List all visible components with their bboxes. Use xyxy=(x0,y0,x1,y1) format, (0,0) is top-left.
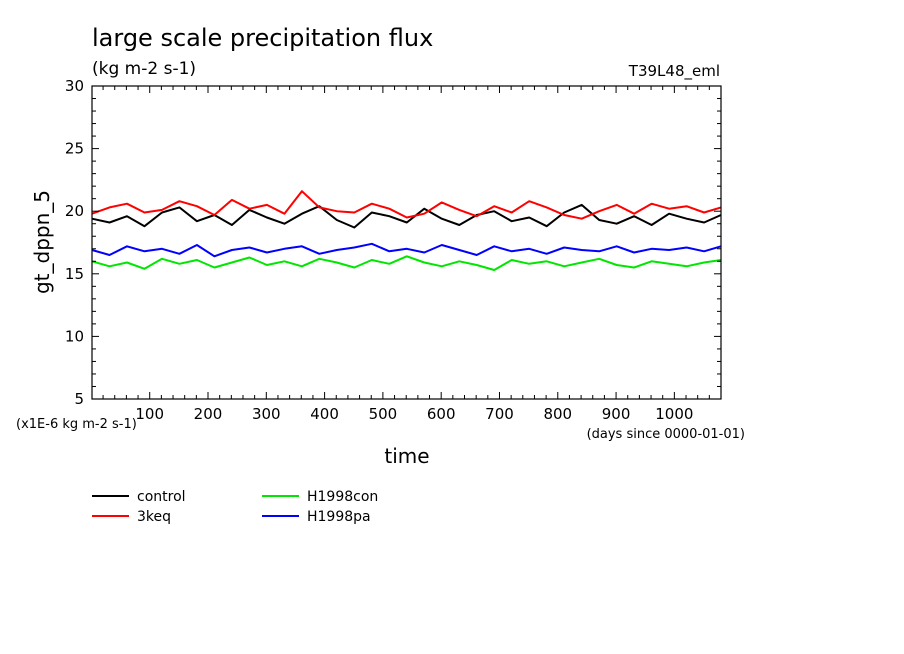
legend-label-control: control xyxy=(137,489,186,505)
run-label: T39L48_eml xyxy=(628,62,720,81)
y-units-label: (x1E-6 kg m-2 s-1) xyxy=(16,417,137,432)
x-tick-label: 100 xyxy=(135,405,164,423)
x-tick-label: 300 xyxy=(252,405,281,423)
x-tick-label: 400 xyxy=(310,405,339,423)
y-tick-label: 30 xyxy=(65,77,84,95)
series-line-H1998con xyxy=(91,255,722,271)
series-line-3keq xyxy=(91,190,722,220)
series-line-control xyxy=(91,203,722,229)
chart-subtitle: (kg m-2 s-1) xyxy=(92,59,196,79)
y-tick-label: 15 xyxy=(65,265,84,283)
x-tick-label: 700 xyxy=(485,405,514,423)
x-tick-label: 500 xyxy=(369,405,398,423)
y-tick-label: 5 xyxy=(74,390,84,408)
x-units-label: (days since 0000-01-01) xyxy=(587,427,745,442)
legend-label-H1998con: H1998con xyxy=(307,489,378,505)
series-layer xyxy=(91,190,722,271)
y-axis-label: gt_dppn_5 xyxy=(30,190,54,294)
x-tick-label: 900 xyxy=(602,405,631,423)
legend-label-H1998pa: H1998pa xyxy=(307,509,371,525)
x-tick-label: 600 xyxy=(427,405,456,423)
x-tick-label: 1000 xyxy=(655,405,693,423)
series-line-H1998pa xyxy=(91,242,722,258)
y-tick-label: 25 xyxy=(65,140,84,158)
x-tick-label: 800 xyxy=(543,405,572,423)
axis-layer: 100 200 300 400 500 600 700 800 900 1000 5 10 15 20 25… xyxy=(65,77,722,423)
x-tick-label: 200 xyxy=(194,405,223,423)
y-tick-label: 20 xyxy=(65,202,84,220)
x-axis-label: time xyxy=(384,444,429,468)
plot-frame xyxy=(91,85,722,400)
chart-title: large scale precipitation flux xyxy=(92,24,433,52)
y-tick-label: 10 xyxy=(65,327,84,345)
legend: control 3keq H1998con H1998pa xyxy=(92,489,378,525)
legend-label-3keq: 3keq xyxy=(137,509,171,525)
